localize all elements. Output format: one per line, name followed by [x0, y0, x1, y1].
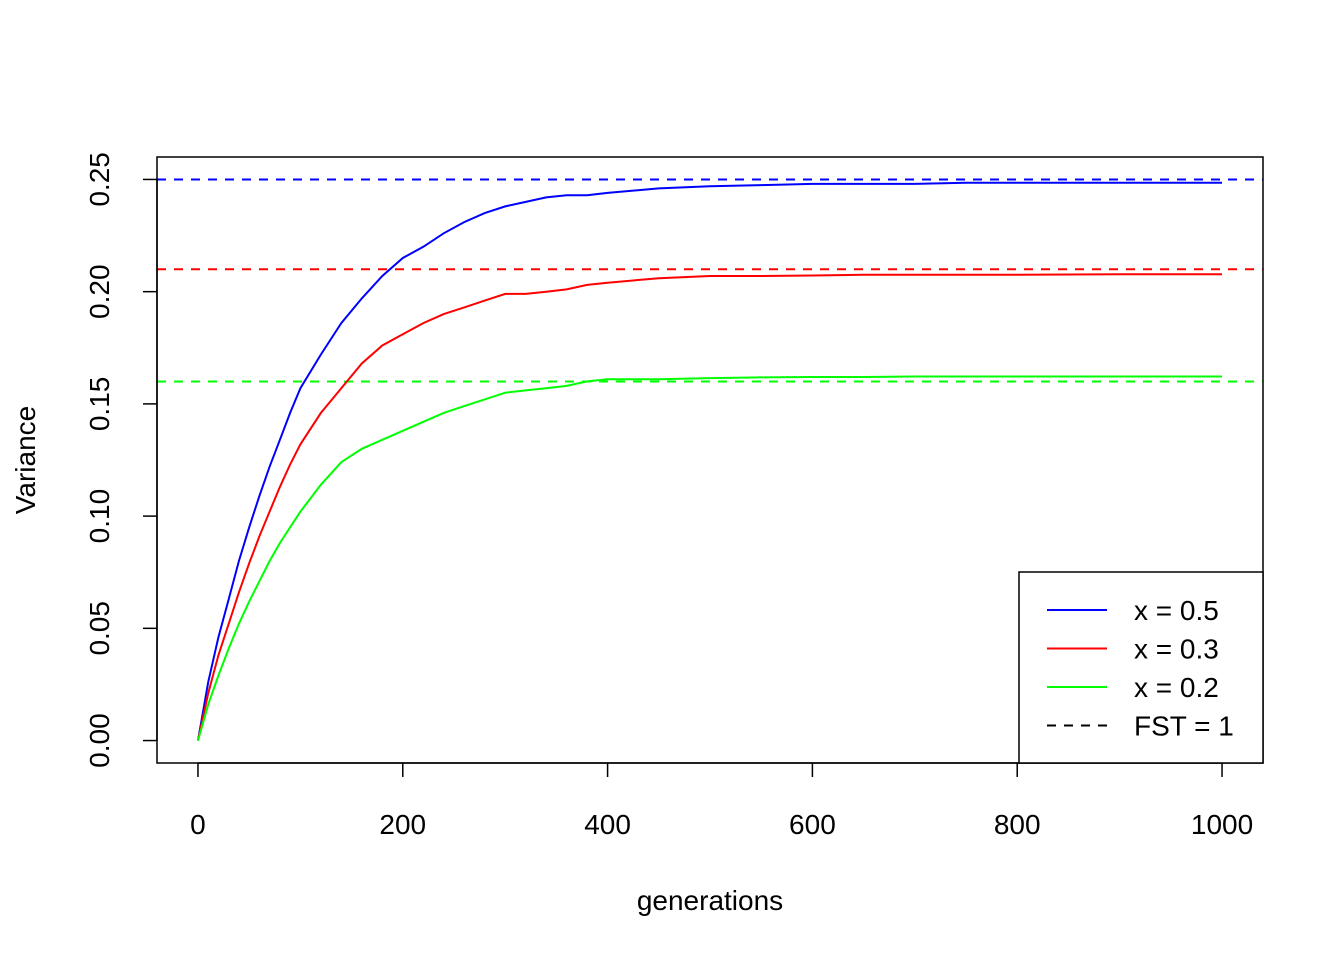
x-tick-label-3: 600 — [789, 809, 836, 840]
x-tick-label-1: 200 — [379, 809, 426, 840]
x-tick-label-5: 1000 — [1191, 809, 1253, 840]
series-line-2 — [197, 375, 1222, 741]
series-layer — [197, 181, 1222, 741]
y-tick-label-5: 0.25 — [84, 152, 115, 207]
series-line-1 — [197, 273, 1222, 741]
y-tick-label-2: 0.10 — [84, 489, 115, 544]
x-axis-label: generations — [637, 885, 783, 916]
y-tick-label-4: 0.20 — [84, 264, 115, 319]
legend-box — [1018, 571, 1264, 764]
x-tick-label-0: 0 — [190, 809, 206, 840]
legend-label-2: x = 0.2 — [1134, 672, 1219, 703]
legend-label-1: x = 0.3 — [1134, 634, 1219, 665]
y-tick-label-0: 0.00 — [84, 713, 115, 768]
x-tick-label-2: 400 — [584, 809, 631, 840]
legend-label-3: FST = 1 — [1134, 711, 1234, 742]
x-axis: 0 200 400 600 800 1000 — [190, 762, 1253, 840]
legend: x = 0.5 x = 0.3 x = 0.2 FST = 1 — [1018, 571, 1264, 764]
y-tick-label-3: 0.15 — [84, 377, 115, 432]
series-line-0 — [197, 181, 1222, 741]
hlines-layer — [157, 178, 1263, 383]
y-axis-label: Variance — [10, 406, 41, 514]
legend-label-0: x = 0.5 — [1134, 595, 1219, 626]
x-tick-label-4: 800 — [994, 809, 1041, 840]
y-tick-label-1: 0.05 — [84, 601, 115, 656]
y-axis: 0.00 0.05 0.10 0.15 0.20 0.25 — [84, 152, 158, 768]
